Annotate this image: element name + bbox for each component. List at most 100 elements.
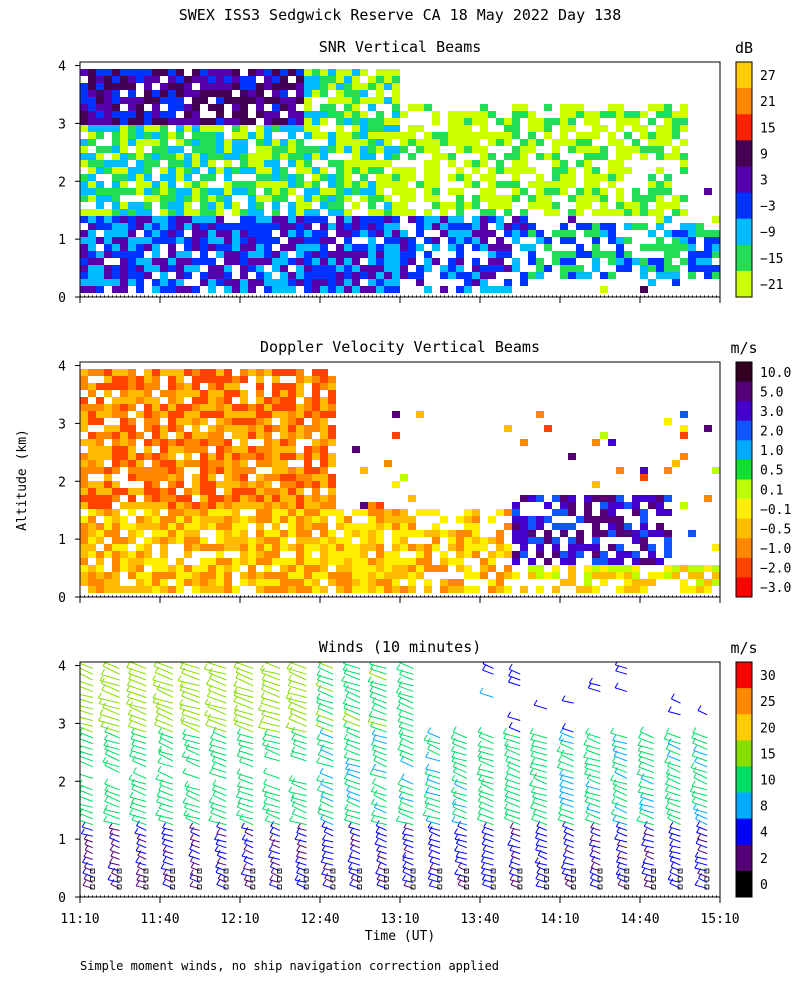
heatmap-cell xyxy=(200,544,208,551)
heatmap-cell xyxy=(280,174,288,181)
wind-barb xyxy=(350,838,361,843)
heatmap-cell xyxy=(112,572,120,579)
calm-marker xyxy=(517,876,523,882)
wind-barb xyxy=(214,850,227,855)
heatmap-cell xyxy=(280,181,288,188)
heatmap-cell xyxy=(296,76,304,83)
heatmap-cell xyxy=(216,139,224,146)
wind-barb xyxy=(316,725,334,733)
wind-barb xyxy=(640,778,654,785)
heatmap-cell xyxy=(288,390,296,397)
wind-barb xyxy=(190,860,200,866)
heatmap-cell xyxy=(160,125,168,132)
wind-barb xyxy=(590,867,601,872)
wind-barb-flag xyxy=(343,814,348,821)
wind-barb xyxy=(638,766,654,774)
heatmap-cell xyxy=(144,544,152,551)
doppler-colorbar-label: 3.0 xyxy=(760,405,783,420)
wind-barb xyxy=(530,807,548,814)
heatmap-cell xyxy=(240,432,248,439)
wind-barb xyxy=(591,860,601,866)
heatmap-cell xyxy=(184,572,192,579)
heatmap-cell xyxy=(392,530,400,537)
wind-barb xyxy=(237,785,254,791)
wind-barb xyxy=(481,861,494,866)
heatmap-cell xyxy=(536,523,544,530)
wind-barb xyxy=(210,737,227,745)
heatmap-cell xyxy=(272,76,280,83)
heatmap-cell xyxy=(688,572,696,579)
calm-marker xyxy=(223,868,229,874)
heatmap-cell xyxy=(600,516,608,523)
heatmap-cell xyxy=(160,132,168,139)
doppler-colorbar-swatch xyxy=(736,538,752,559)
heatmap-cell xyxy=(176,572,184,579)
wind-barb-flag xyxy=(371,703,376,710)
heatmap-cell xyxy=(136,544,144,551)
wind-barb-flag xyxy=(344,685,349,691)
heatmap-cell xyxy=(584,160,592,167)
heatmap-cell xyxy=(120,551,128,558)
wind-barb xyxy=(529,766,548,774)
heatmap-cell xyxy=(312,90,320,97)
heatmap-cell xyxy=(272,579,280,586)
heatmap-cell xyxy=(120,265,128,272)
heatmap-cell xyxy=(296,516,304,523)
heatmap-cell xyxy=(584,174,592,181)
heatmap-cell xyxy=(616,139,624,146)
wind-barb-flag xyxy=(402,862,407,868)
heatmap-cell xyxy=(184,104,192,111)
heatmap-cell xyxy=(224,83,232,90)
heatmap-cell xyxy=(144,579,152,586)
wind-barb xyxy=(505,795,521,802)
heatmap-cell xyxy=(296,118,304,125)
heatmap-cell xyxy=(264,432,272,439)
heatmap-cell xyxy=(712,565,720,572)
heatmap-cell xyxy=(296,111,304,118)
heatmap-cell xyxy=(304,272,312,279)
heatmap-cell xyxy=(88,188,96,195)
heatmap-cell xyxy=(176,195,184,202)
wind-barb xyxy=(315,713,334,721)
heatmap-cell xyxy=(424,586,432,593)
wind-barb xyxy=(344,778,361,785)
heatmap-cell xyxy=(584,495,592,502)
wind-barb-flag xyxy=(179,699,184,705)
heatmap-cell xyxy=(104,488,112,495)
calm-marker xyxy=(651,868,656,874)
heatmap-cell xyxy=(512,216,520,223)
heatmap-cell xyxy=(392,174,400,181)
wind-barb-flag xyxy=(480,862,485,869)
heatmap-cell xyxy=(656,495,664,502)
heatmap-cell xyxy=(96,202,104,209)
wind-barb xyxy=(158,732,174,739)
heatmap-cell xyxy=(544,195,552,202)
heatmap-cell xyxy=(512,537,520,544)
heatmap-cell xyxy=(208,544,216,551)
wind-barb-flag xyxy=(316,757,320,763)
heatmap-cell xyxy=(96,488,104,495)
heatmap-cell xyxy=(344,209,352,216)
heatmap-cell xyxy=(272,83,280,90)
heatmap-cell xyxy=(360,125,368,132)
heatmap-cell xyxy=(272,509,280,516)
calm-marker xyxy=(357,868,363,874)
heatmap-cell xyxy=(392,279,400,286)
wind-barb xyxy=(616,826,628,831)
altitude-tick-label: 0 xyxy=(58,891,66,906)
wind-barb-flag xyxy=(669,840,674,846)
heatmap-cell xyxy=(112,551,120,558)
wind-barb-flag xyxy=(561,695,566,701)
heatmap-cell xyxy=(376,160,384,167)
heatmap-cell xyxy=(688,272,696,279)
wind-barb xyxy=(288,679,307,687)
wind-barb xyxy=(454,850,467,855)
heatmap-cell xyxy=(248,279,256,286)
wind-barb-flag xyxy=(645,850,649,856)
heatmap-cell xyxy=(80,376,88,383)
heatmap-cell xyxy=(80,579,88,586)
wind-barb xyxy=(399,754,414,762)
heatmap-cell xyxy=(120,216,128,223)
wind-barb-flag xyxy=(206,662,207,663)
heatmap-cell xyxy=(192,237,200,244)
